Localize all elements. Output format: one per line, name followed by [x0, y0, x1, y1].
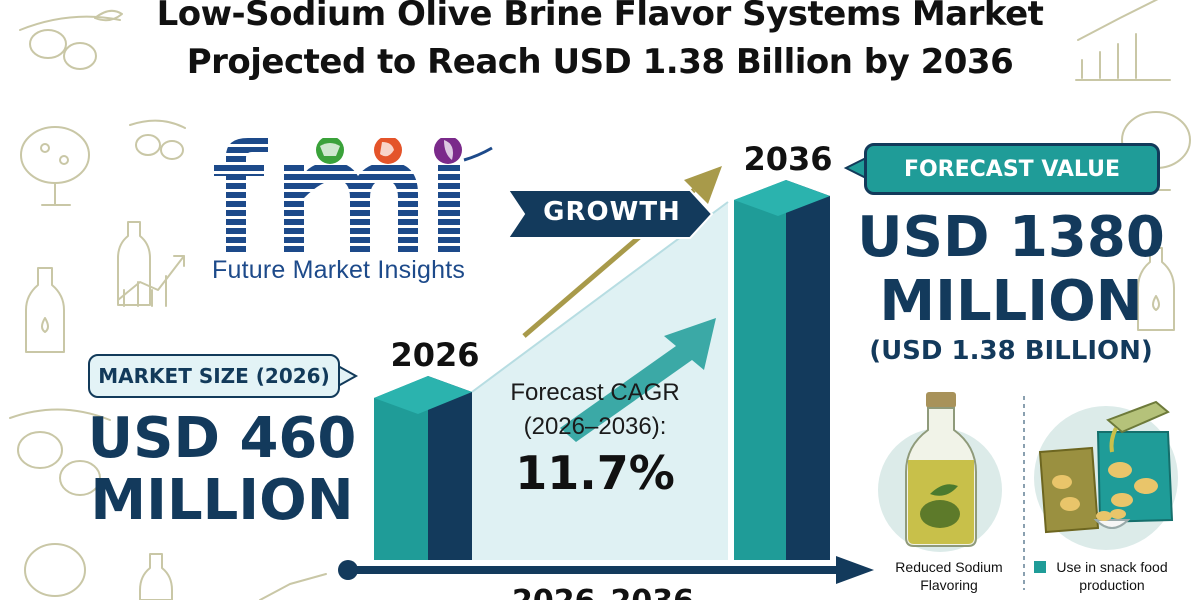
olive-tree-icon	[20, 126, 90, 206]
cagr-label-line-1: Forecast CAGR	[510, 379, 680, 406]
forecast-value-label: FORECAST VALUE (2036)	[864, 143, 1160, 230]
forecast-value-billion: (USD 1.38 BILLION)	[869, 336, 1153, 366]
year-label-2026: 2026	[390, 336, 480, 374]
bar-2026	[374, 376, 472, 560]
market-size-value-line-1: USD 460	[87, 406, 357, 471]
timeline-axis	[338, 556, 874, 584]
olive-branch-icon	[129, 119, 186, 160]
cagr-value: 11.7%	[515, 446, 675, 500]
bottle-icon	[1137, 247, 1175, 331]
cagr-label: Forecast CAGR (2026–2036):	[480, 376, 710, 444]
growth-area	[472, 202, 728, 560]
trend-chart-icon	[259, 573, 327, 600]
olive-branch-icon	[19, 9, 123, 70]
market-size-value: USD 460 MILLION	[62, 408, 382, 532]
growth-arrow-icon	[560, 318, 716, 442]
globe-icon	[374, 138, 402, 164]
year-label-2036: 2036	[743, 140, 833, 178]
application-2-text: Use in snack food production	[1052, 558, 1172, 594]
legend-swatch	[1034, 561, 1046, 573]
bottle-icon	[117, 221, 151, 306]
application-1-line-1: Reduced Sodium	[895, 559, 1003, 575]
fmi-logo	[214, 138, 493, 254]
olive-oil-bottle-icon	[878, 392, 1002, 552]
application-1-line-2: Flavoring	[920, 577, 978, 593]
trend-chart-icon	[1075, 0, 1171, 81]
timeline-label: 2026–2036	[508, 584, 698, 600]
market-size-value-line-2: MILLION	[90, 468, 354, 533]
title-line-1: Low-Sodium Olive Brine Flavor Systems Ma…	[156, 0, 1044, 34]
forecast-value: USD 1380 MILLION	[846, 206, 1176, 334]
application-reduced-sodium: Reduced Sodium Flavoring	[884, 558, 1014, 594]
trend-chart-icon	[117, 255, 185, 307]
bar-2036	[734, 180, 830, 560]
market-size-label: MARKET SIZE (2026)	[88, 354, 340, 398]
globe-icon	[316, 138, 344, 164]
forecast-value-line-2: MILLION	[879, 269, 1143, 334]
olive-tree-icon	[24, 543, 86, 597]
application-2-line-2: production	[1079, 577, 1145, 593]
globe-icon	[434, 138, 462, 164]
cagr-label-line-2: (2026–2036):	[523, 413, 667, 440]
application-snack-food: Use in snack food production	[1034, 558, 1184, 594]
snack-food-icon	[1034, 400, 1178, 550]
title-line-2: Projected to Reach USD 1.38 Billion by 2…	[186, 42, 1014, 82]
company-name: Future Market Insights	[212, 256, 466, 284]
olive-branch-icon	[9, 408, 111, 496]
page-title: Low-Sodium Olive Brine Flavor Systems Ma…	[0, 0, 1200, 82]
bottle-icon	[25, 267, 65, 353]
bottle-icon	[139, 553, 173, 600]
growth-tag: GROWTH	[543, 197, 681, 227]
forecast-value-line-1: USD 1380	[857, 205, 1165, 270]
growth-tag-shape	[506, 189, 714, 239]
application-2-line-1: Use in snack food	[1056, 559, 1168, 575]
